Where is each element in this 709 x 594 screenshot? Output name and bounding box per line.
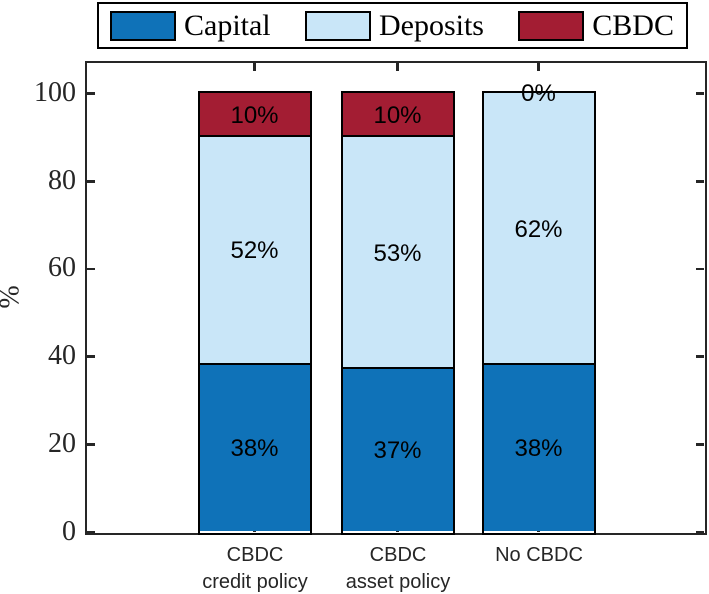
bar-segment-capital bbox=[483, 364, 594, 532]
bar-segment-label: 53% bbox=[373, 239, 422, 267]
legend-entry: CBDC bbox=[518, 9, 674, 43]
y-tick-left bbox=[87, 355, 95, 358]
y-axis-label: % bbox=[0, 285, 27, 308]
y-tick-label: 20 bbox=[48, 427, 76, 459]
x-tick-top bbox=[253, 63, 256, 71]
legend-label: Capital bbox=[184, 8, 271, 42]
bar-segment-label: 38% bbox=[514, 434, 563, 462]
bar bbox=[481, 91, 596, 535]
legend-entry: Deposits bbox=[304, 8, 484, 43]
y-tick-right bbox=[696, 530, 704, 534]
y-tick-right bbox=[696, 180, 704, 183]
y-tick-label: 60 bbox=[48, 252, 76, 284]
bar bbox=[340, 91, 455, 535]
bar-segment-label: 10% bbox=[230, 101, 279, 129]
x-tick-label: CBDC credit policy bbox=[202, 542, 308, 594]
x-tick-top bbox=[396, 63, 399, 71]
bar-segment-label: 62% bbox=[514, 215, 563, 243]
x-tick-label-line: asset policy bbox=[345, 571, 451, 593]
y-tick-right bbox=[696, 92, 704, 95]
bar-segment-deposits bbox=[483, 93, 594, 365]
y-tick-label: 0 bbox=[62, 515, 76, 547]
y-tick-right bbox=[696, 267, 704, 271]
legend-entry: Capital bbox=[110, 9, 271, 43]
x-tick-label: No CBDC bbox=[495, 542, 583, 569]
legend-label: Deposits bbox=[378, 8, 484, 42]
bar-segment-cbdc bbox=[342, 93, 453, 137]
x-tick-label-line: No CBDC bbox=[495, 544, 583, 566]
y-tick-left bbox=[87, 530, 95, 534]
legend-swatch-capital-icon bbox=[110, 10, 176, 41]
x-tick-label-line: credit policy bbox=[202, 571, 308, 593]
legend-swatch-deposits-icon bbox=[304, 10, 371, 41]
plot-area: 38% 52% 10% 37% 53% 10% 38% 62% 0% bbox=[85, 61, 707, 535]
bar-segment-deposits bbox=[199, 136, 310, 365]
bar-segment-label: 37% bbox=[373, 436, 422, 464]
x-tick-top bbox=[537, 63, 540, 71]
y-tick-label: 80 bbox=[48, 164, 76, 196]
y-tick-left bbox=[87, 267, 95, 271]
bar-segment-capital bbox=[199, 364, 310, 532]
y-tick-label: 40 bbox=[48, 340, 76, 372]
bar-segment-deposits bbox=[342, 136, 453, 370]
bar-segment-label: 0% bbox=[521, 79, 556, 107]
bar-segment-cbdc bbox=[199, 93, 310, 137]
bar-segment-capital bbox=[342, 369, 453, 532]
x-tick-label-line: CBDC bbox=[226, 544, 284, 566]
legend-label: CBDC bbox=[592, 8, 674, 42]
x-tick-label: CBDC asset policy bbox=[346, 542, 451, 594]
y-tick-left bbox=[87, 180, 95, 183]
bar bbox=[197, 91, 312, 535]
y-tick-label: 100 bbox=[34, 76, 76, 108]
legend-swatch-cbdc-icon bbox=[518, 10, 585, 41]
y-tick-left bbox=[87, 92, 95, 95]
y-tick-right bbox=[696, 443, 704, 446]
bar-segment-label: 52% bbox=[230, 237, 279, 265]
y-tick-right bbox=[696, 355, 704, 358]
bar-segment-label: 10% bbox=[373, 101, 422, 129]
plot-inner: 38% 52% 10% 37% 53% 10% 38% 62% 0% bbox=[87, 63, 704, 535]
bar-segment-label: 38% bbox=[230, 434, 279, 462]
y-tick-left bbox=[87, 443, 95, 446]
x-tick-label-line: CBDC bbox=[369, 544, 427, 566]
legend: Capital Deposits CBDC bbox=[97, 2, 688, 49]
